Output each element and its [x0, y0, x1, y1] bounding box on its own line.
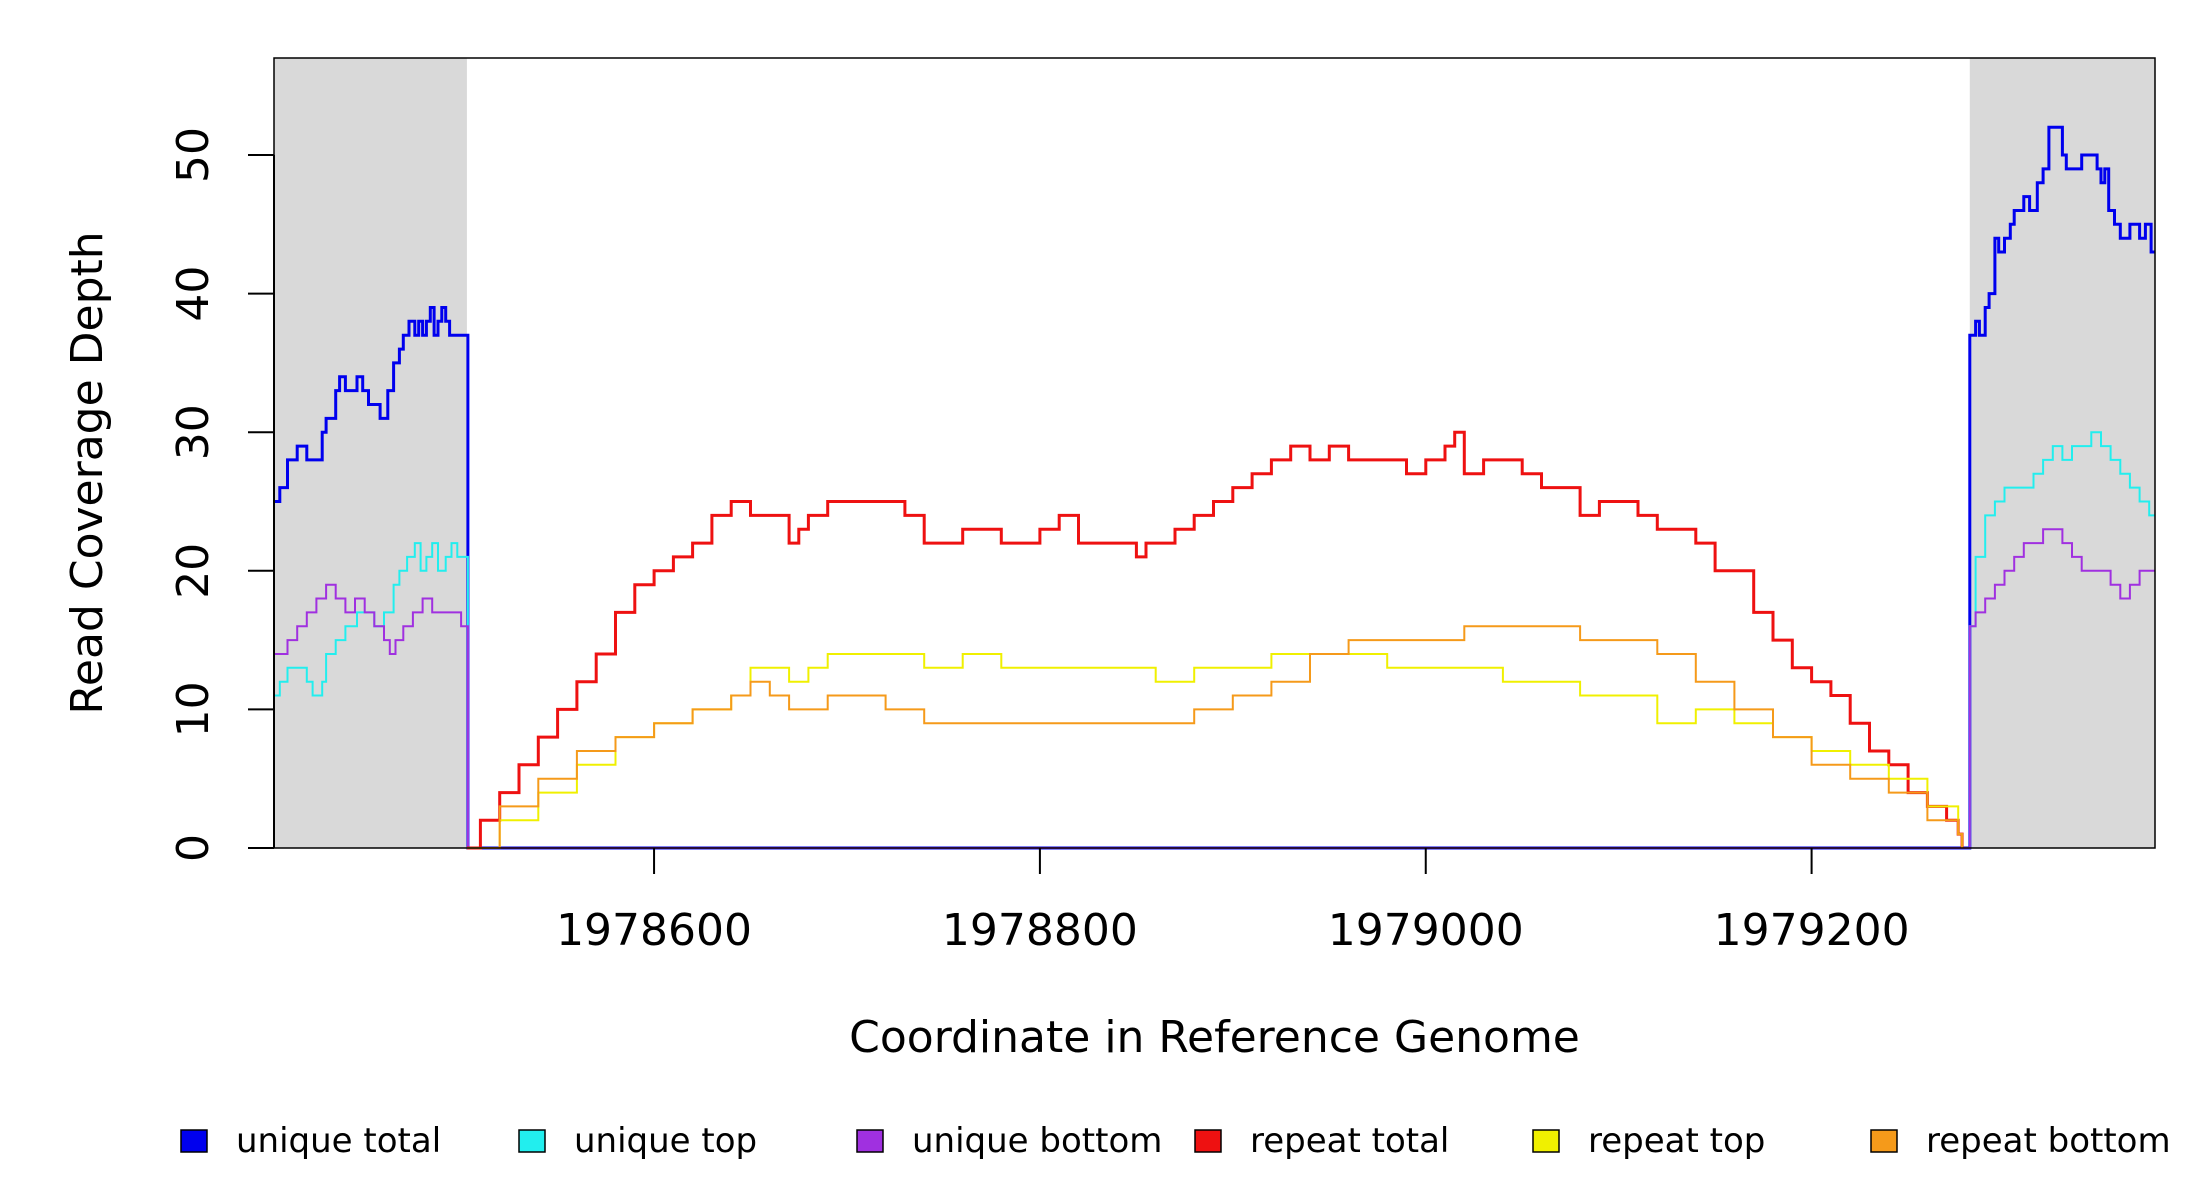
legend-item: unique total [180, 1121, 441, 1161]
legend-item: unique bottom [856, 1121, 1162, 1161]
x-tick-label: 1978600 [556, 905, 752, 956]
legend-swatch [856, 1129, 884, 1153]
x-tick-label: 1978800 [942, 905, 1138, 956]
series-lines [274, 125, 2155, 850]
shaded-region-1 [274, 58, 467, 848]
y-tick-label: 40 [168, 266, 219, 322]
legend-label: unique top [574, 1121, 757, 1161]
legend-swatch [1870, 1129, 1898, 1153]
series-repeat-bottom [466, 625, 1964, 849]
axes: 1978600 1978800 1979000 1979200 0 10 20 30 40 50 [168, 127, 1910, 956]
legend-item: repeat bottom [1870, 1121, 2171, 1161]
legend-item: repeat total [1194, 1121, 1449, 1161]
series-repeat-top [466, 653, 1964, 849]
legend-item: repeat top [1532, 1121, 1765, 1161]
legend-label: repeat bottom [1926, 1121, 2171, 1161]
series-unique-top [274, 431, 2155, 849]
legend-swatch [180, 1129, 208, 1153]
legend-label: repeat total [1250, 1121, 1449, 1161]
series-unique-total [274, 125, 2155, 850]
legend-swatch [1532, 1129, 1560, 1153]
x-tick-label: 1979200 [1714, 905, 1910, 956]
y-axis-label: Read Coverage Depth [62, 231, 113, 714]
legend-label: unique bottom [912, 1121, 1162, 1161]
y-tick-label: 20 [168, 543, 219, 599]
legend-swatch [518, 1129, 546, 1153]
legend-item: unique top [518, 1121, 757, 1161]
legend-label: unique total [236, 1121, 441, 1161]
y-tick-label: 30 [168, 404, 219, 460]
y-tick-label: 50 [168, 127, 219, 183]
legend-swatch [1194, 1129, 1222, 1153]
y-tick-label: 0 [168, 834, 219, 862]
legend: unique total unique top unique bottom repea… [180, 1121, 2171, 1161]
series-repeat-total [466, 430, 1964, 850]
legend-label: repeat top [1588, 1121, 1765, 1161]
x-axis-label: Coordinate in Reference Genome [849, 1012, 1580, 1063]
x-tick-label: 1979000 [1328, 905, 1524, 956]
y-tick-label: 10 [168, 681, 219, 737]
series-unique-bottom [274, 528, 2155, 849]
